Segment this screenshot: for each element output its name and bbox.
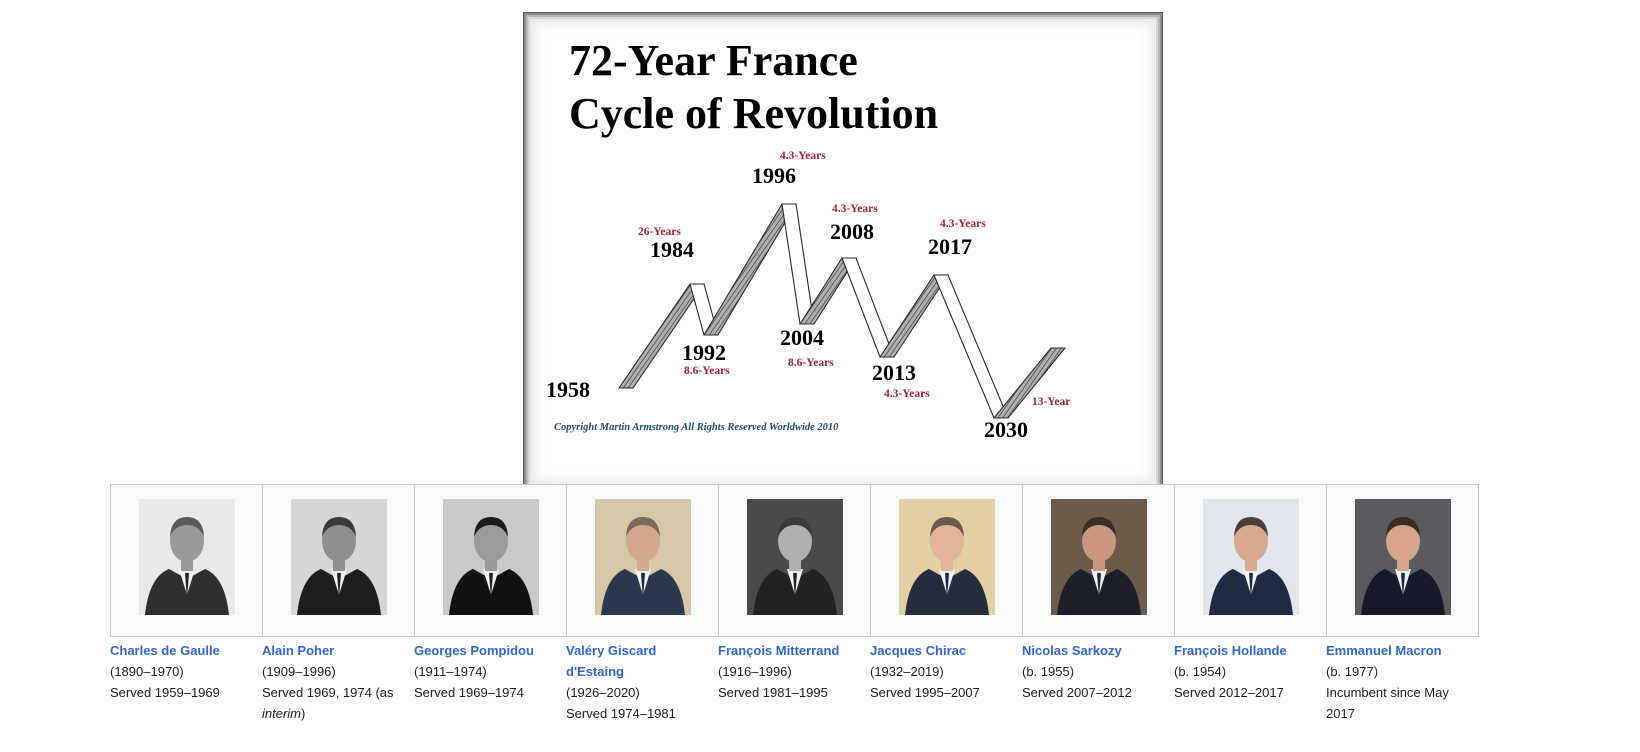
president-thumbnail[interactable] (566, 484, 719, 637)
cycle-band-segment (992, 347, 1067, 419)
president-lifespan: (1916–1996) (718, 664, 792, 679)
president-lifespan: (b. 1977) (1326, 664, 1379, 679)
year-label-2030: 2030 (984, 417, 1028, 442)
portrait-macron-icon (1354, 499, 1451, 615)
president-name-link[interactable]: Emmanuel Macron (1326, 643, 1442, 658)
cycle-labels: 1958 1984 1992 1996 2004 2008 2013 2017 2030 26-Y… (546, 150, 1070, 442)
president-name-link[interactable]: Charles de Gaulle (110, 643, 220, 658)
president-thumbnail[interactable] (110, 484, 263, 637)
president-caption: François Hollande (b. 1954) Served 2012–20… (1174, 640, 1326, 703)
president-name-link[interactable]: Georges Pompidou (414, 643, 534, 658)
president-term: Served 1959–1969 (110, 685, 220, 700)
president-term: Served 2012–2017 (1174, 685, 1284, 700)
president-name-link[interactable]: Jacques Chirac (870, 643, 967, 658)
president-term: Served 1995–2007 (870, 685, 980, 700)
president-term-continued: 2017 (1326, 706, 1355, 721)
president-term: Served 1969–1974 (414, 685, 524, 700)
president-name-link[interactable]: François Hollande (1174, 643, 1287, 658)
year-label-2004: 2004 (780, 325, 824, 350)
president-thumbnail[interactable] (718, 484, 871, 637)
president-thumbnail[interactable] (414, 484, 567, 637)
president-lifespan: (1909–1996) (262, 664, 336, 679)
president-term: Incumbent since May (1326, 685, 1449, 700)
president-lifespan: (b. 1955) (1022, 664, 1075, 679)
president-lifespan: (1926–2020) (566, 685, 640, 700)
president-caption: Nicolas Sarkozy (b. 1955) Served 2007–2012 (1022, 640, 1174, 703)
president-caption: Emmanuel Macron (b. 1977) Incumbent since … (1326, 640, 1478, 724)
year-label-2017: 2017 (928, 234, 972, 259)
interval-label: 4.3-Years (940, 218, 986, 230)
interval-label: 8.6-Years (684, 365, 730, 377)
year-label-1984: 1984 (650, 237, 694, 262)
year-label-1958: 1958 (546, 377, 590, 402)
figure-title-line2: Cycle of Revolution (569, 89, 938, 138)
interval-label: 4.3-Years (884, 388, 930, 400)
president-term: Served 1981–1995 (718, 685, 828, 700)
year-label-2013: 2013 (872, 360, 916, 385)
copyright-text: Copyright Martin Armstrong All Rights Re… (554, 422, 839, 433)
president-thumbnail[interactable] (1174, 484, 1327, 637)
president-caption: Georges Pompidou (1911–1974) Served 1969–1… (414, 640, 566, 703)
president-lifespan: (1911–1974) (414, 664, 487, 679)
president-thumbnail[interactable] (262, 484, 415, 637)
portrait-hollande-icon (1202, 499, 1299, 615)
president-name-link[interactable]: Valéry Giscard d'Estaing (566, 643, 657, 679)
interval-label: 8.6-Years (788, 357, 834, 369)
president-caption: François Mitterrand (1916–1996) Served 198… (718, 640, 870, 703)
cycle-diagram: 72-Year France Cycle of Revolution 19581… (546, 36, 1070, 442)
president-lifespan: (b. 1954) (1174, 664, 1227, 679)
interval-label: 4.3-Years (832, 203, 878, 215)
portrait-de-gaulle-icon (138, 499, 235, 615)
interval-label: 4.3-Years (780, 150, 826, 162)
president-lifespan: (1890–1970) (110, 664, 184, 679)
portrait-chirac-icon (898, 499, 995, 615)
president-name-link[interactable]: François Mitterrand (718, 643, 840, 658)
president-name-link[interactable]: Nicolas Sarkozy (1022, 643, 1122, 658)
president-caption: Alain Poher (1909–1996) Served 1969, 1974 … (262, 640, 414, 724)
year-label-1992: 1992 (682, 340, 726, 365)
president-name-link[interactable]: Alain Poher (262, 643, 335, 658)
president-caption: Valéry Giscard d'Estaing (1926–2020) Served… (566, 640, 718, 724)
portrait-giscard-icon (594, 499, 691, 615)
portrait-pompidou-icon (442, 499, 539, 615)
interval-label: 13-Year (1032, 396, 1070, 408)
portrait-mitterrand-icon (746, 499, 843, 615)
cycle-figure: 72-Year France Cycle of Revolution 1958 1… (523, 12, 1163, 492)
president-caption: Charles de Gaulle (1890–1970) Served 1959–… (110, 640, 262, 703)
cycle-band (617, 203, 1067, 419)
portrait-sarkozy-icon (1050, 499, 1147, 615)
year-label-2008: 2008 (830, 219, 874, 244)
president-caption: Jacques Chirac (1932–2019) Served 1995–200… (870, 640, 1022, 703)
interval-label: 26-Years (638, 226, 681, 238)
president-thumbnail[interactable] (1326, 484, 1479, 637)
portrait-poher-icon (290, 499, 387, 615)
president-lifespan: (1932–2019) (870, 664, 944, 679)
figure-title-line1: 72-Year France (569, 36, 858, 85)
president-thumbnail[interactable] (1022, 484, 1175, 637)
president-term: Served 2007–2012 (1022, 685, 1132, 700)
president-term: Served 1969, 1974 (as (262, 685, 394, 700)
president-thumbnail[interactable] (870, 484, 1023, 637)
president-term: Served 1974–1981 (566, 706, 676, 721)
year-label-1996: 1996 (752, 163, 796, 188)
president-term-continued: interim) (262, 706, 306, 721)
